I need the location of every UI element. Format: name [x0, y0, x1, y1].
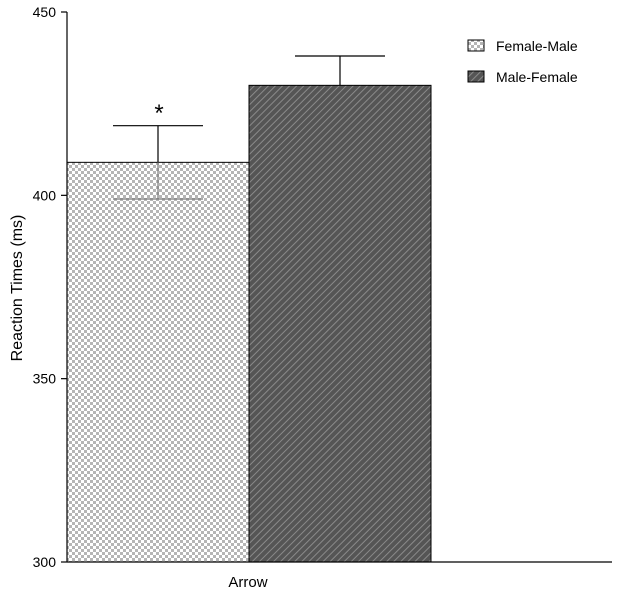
y-ticks-layer: 300 350 400 450 — [33, 4, 67, 570]
y-tick-label: 450 — [33, 4, 57, 20]
legend-label-male-female: Male-Female — [496, 69, 578, 85]
bar-female-male — [66, 161, 250, 563]
error-bar-male-female — [295, 55, 385, 86]
error-bar-female-male — [113, 125, 203, 200]
y-axis-title: Reaction Times (ms) — [9, 215, 26, 362]
error-bars-layer — [113, 55, 385, 200]
category-label: Arrow — [228, 574, 267, 591]
y-tick-label: 300 — [33, 554, 57, 570]
legend: Female-Male Male-Female — [467, 38, 578, 85]
legend-swatch-male-female — [467, 70, 485, 83]
bars-layer — [66, 84, 432, 563]
legend-swatch-female-male — [467, 39, 485, 52]
significance-asterisk: * — [154, 100, 163, 127]
y-tick-label: 350 — [33, 371, 57, 387]
legend-label-female-male: Female-Male — [496, 38, 578, 54]
bar-male-female — [248, 84, 432, 563]
y-tick-label: 400 — [33, 187, 57, 203]
